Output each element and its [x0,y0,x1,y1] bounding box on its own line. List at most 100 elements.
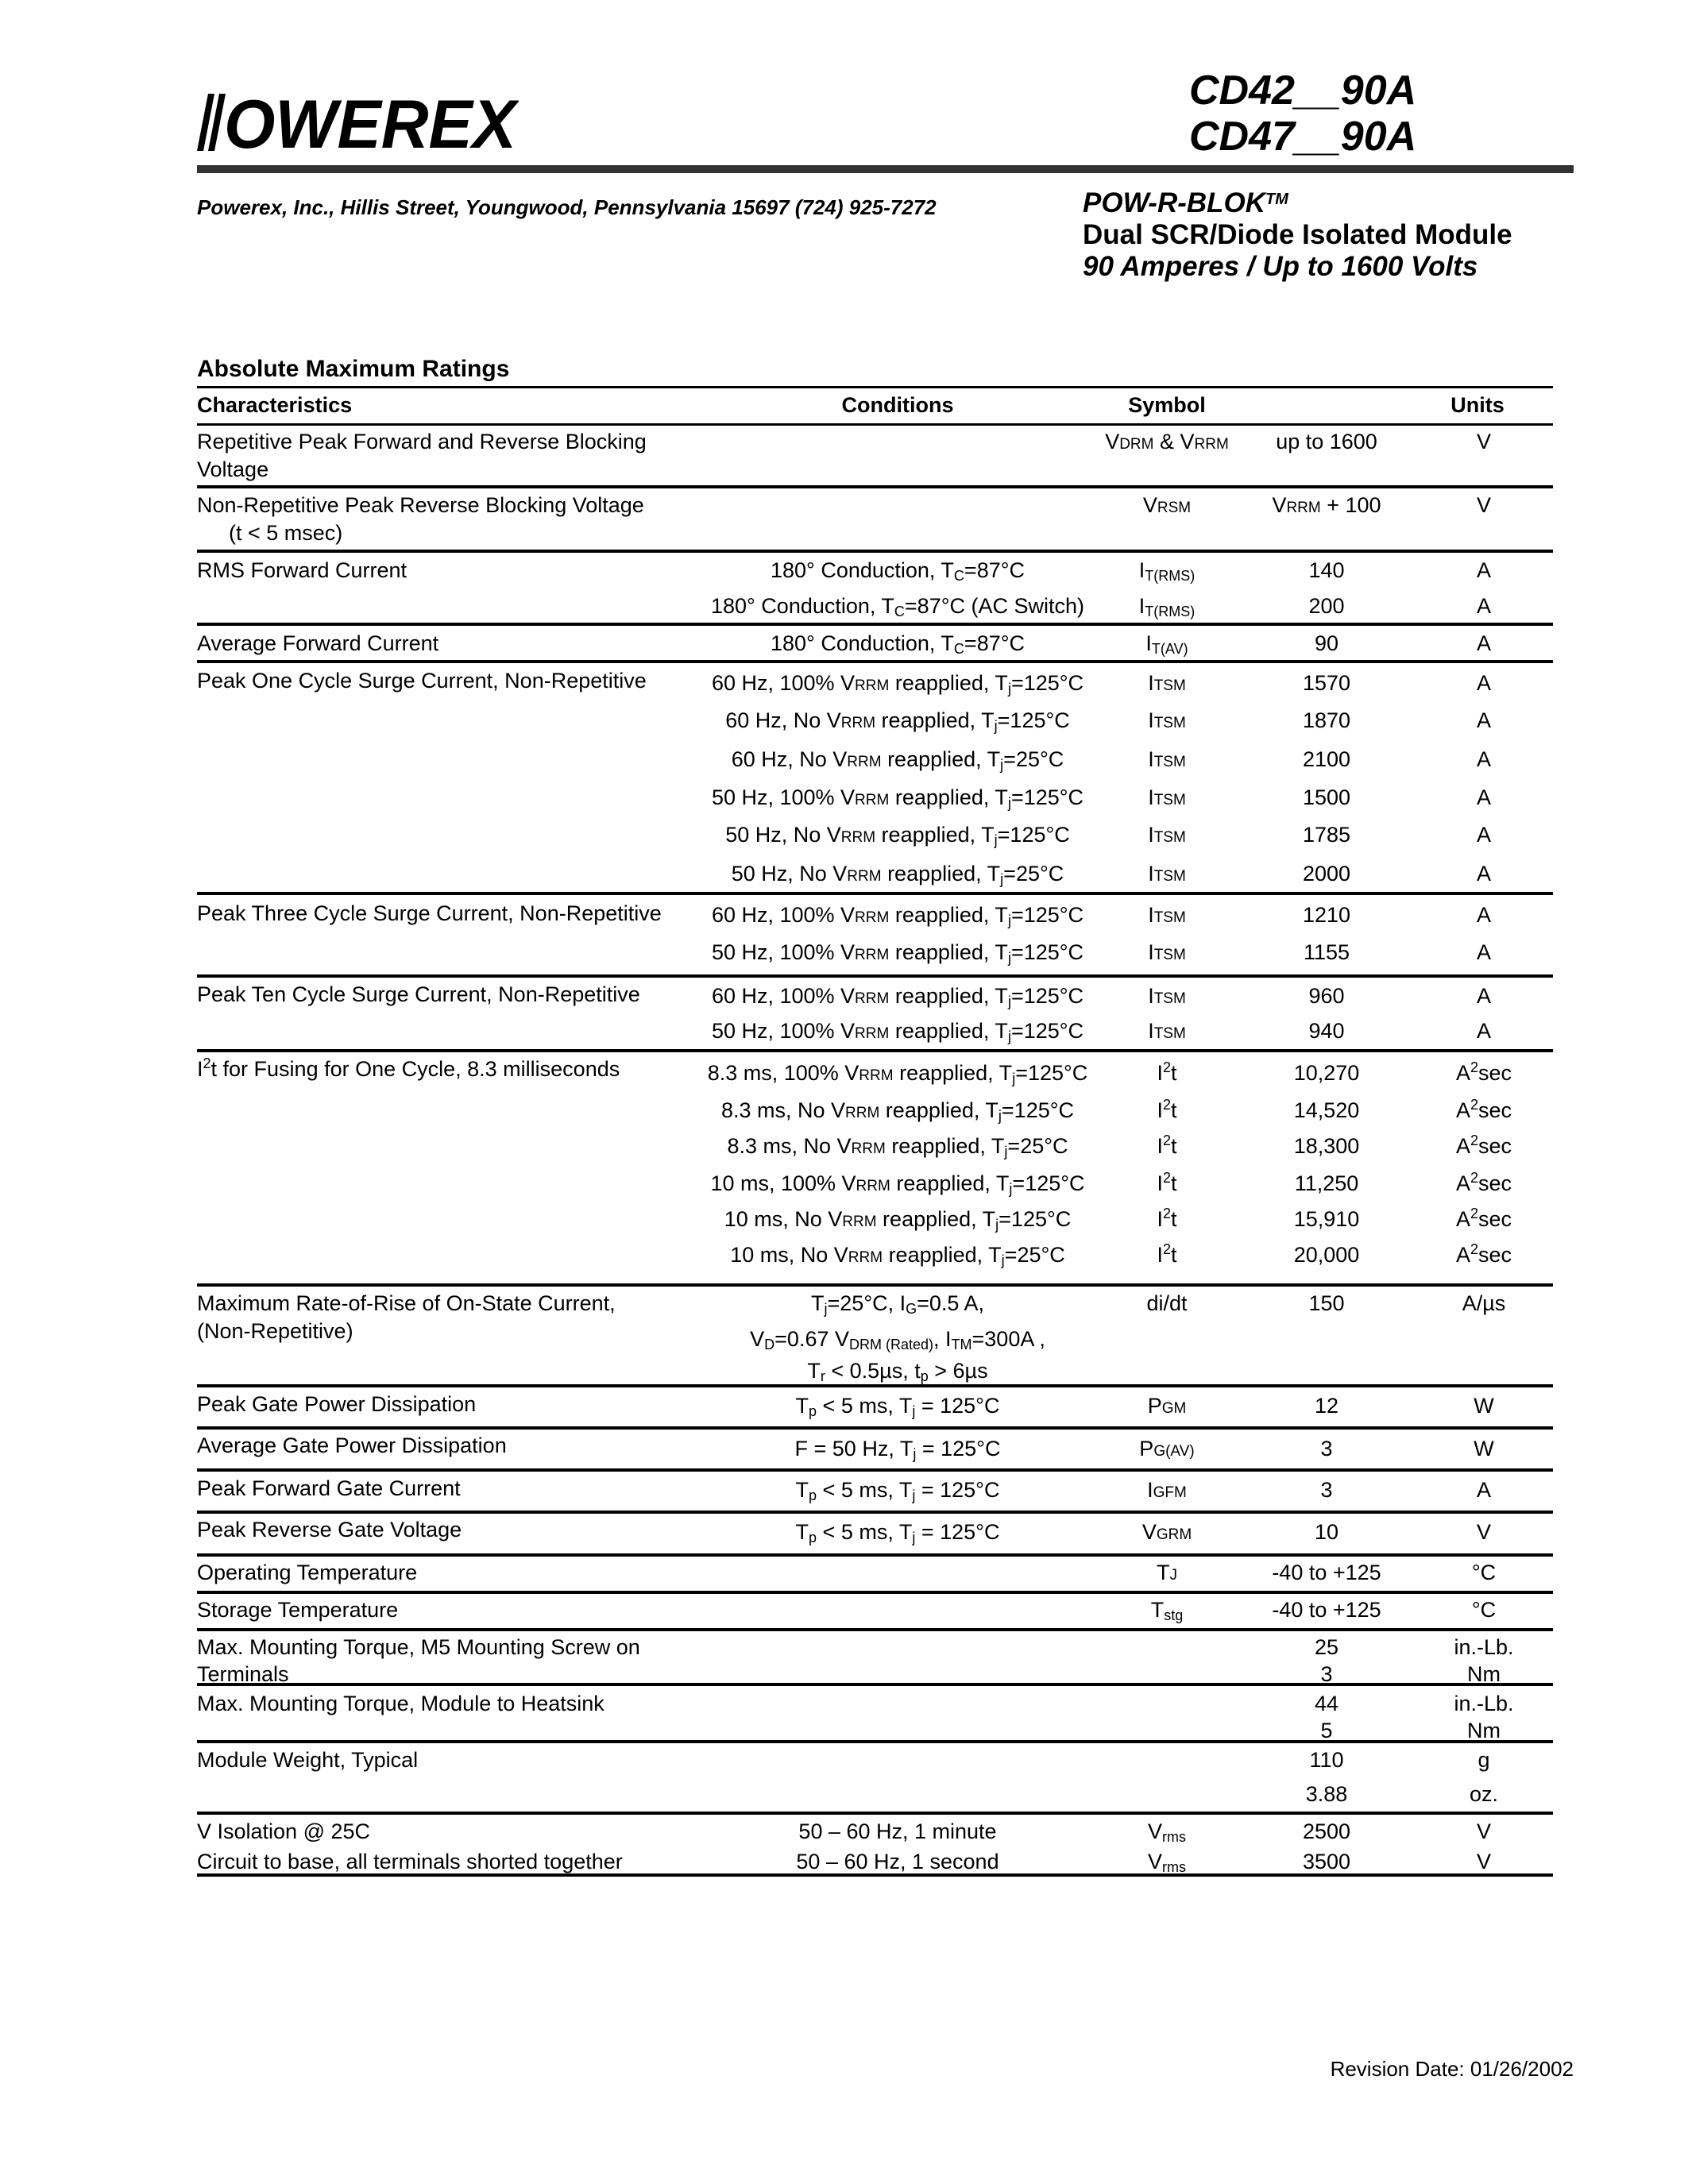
subscript-label: RRM [840,829,876,847]
value: VRRM + 100 [1272,492,1381,521]
text-part: =87°C [964,558,1026,582]
text-part: reapplied, T [875,823,995,847]
characteristic-label: Module Weight, Typical [197,1747,419,1772]
value: 3500 [1302,1850,1351,1874]
subscript: j [1007,795,1011,812]
text-part: 10 ms, 100% V [710,1171,856,1196]
superscript: 2 [1162,1170,1172,1187]
header-units: Units [1450,393,1505,417]
unit: W [1474,1436,1494,1461]
product-name: POW-R-BLOKTM [1083,187,1512,219]
text-part: reapplied, T [889,671,1008,696]
condition: 8.3 ms, No VRRM reapplied, Tj=25°C [727,1133,1068,1162]
text-part: = 125°C [916,1436,1001,1461]
text-part: I [1148,902,1154,927]
text-part: reapplied, T [881,861,1001,886]
row-rule [197,891,1553,895]
subscript: j [998,1108,1002,1125]
symbol: ITSM [1148,708,1186,736]
text-part: I [1157,1207,1163,1232]
condition: 50 – 60 Hz, 1 second [796,1849,999,1874]
superscript: 2 [1162,1241,1172,1258]
subscript-label: RSM [1157,500,1192,517]
characteristic-label: (t < 5 msec) [229,520,343,545]
subscript: C [953,640,964,657]
unit: g [1477,1747,1490,1772]
value: 1570 [1302,671,1351,696]
value: up to 1600 [1276,430,1377,454]
value: 3 [1320,1662,1333,1687]
text-part: = 125°C [915,1393,1000,1418]
condition: 60 Hz, 100% VRRM reapplied, Tj=125°C [712,983,1083,1012]
text-part: 60 Hz, 100% V [711,902,856,927]
text-part: I [1148,940,1154,964]
text-part: =87°C [964,631,1026,655]
text-part: < 5 ms, T [817,1393,913,1418]
value: 14,520 [1293,1098,1360,1123]
condition: Tp < 5 ms, Tj = 125°C [796,1519,1000,1545]
symbol: IT(AV) [1145,631,1188,656]
text-part: V [750,1327,765,1352]
row-rule [197,623,1553,627]
characteristic-label: (Non-Repetitive) [197,1318,353,1343]
condition: 10 ms, No VRRM reapplied, Tj=125°C [724,1206,1072,1235]
text-part: A [1455,1243,1470,1268]
text-part: + 100 [1320,493,1381,518]
unit: Nm [1467,1662,1501,1687]
text-part: I [1148,823,1154,847]
row-rule [197,1383,1553,1387]
symbol: ITSM [1148,983,1186,1012]
condition: 60 Hz, 100% VRRM reapplied, Tj=125°C [712,902,1083,931]
text-part: reapplied, T [883,1243,1002,1268]
unit: A [1476,671,1492,696]
symbol: I2t [1157,1171,1176,1196]
row-rule [197,1873,1553,1877]
value: 1500 [1302,785,1351,810]
condition: 10 ms, No VRRM reapplied, Tj=25°C [730,1242,1065,1271]
subscript-label: RRM [856,1178,890,1195]
text-part: sec [1478,1243,1512,1268]
text-part: 50 Hz, No V [725,823,841,847]
text-part: V [1141,1520,1157,1545]
unit: V [1476,1520,1492,1545]
subscript-label: GFM [1153,1484,1187,1501]
text-part: F = 50 Hz, T [794,1436,914,1461]
symbol: ITSM [1148,747,1186,775]
condition: 50 Hz, 100% VRRM reapplied, Tj=125°C [712,940,1083,968]
unit: in.-Lb. [1454,1634,1514,1659]
subscript: D [764,1337,775,1353]
text-part: T [1157,1560,1170,1584]
value: 140 [1308,558,1345,582]
symbol: ITSM [1148,861,1186,889]
row-rule [197,1048,1553,1052]
value: 110 [1309,1747,1344,1772]
subscript: j [912,1403,916,1419]
subscript-label: TSM [1153,867,1186,885]
text-part: reapplied, T [890,1171,1010,1196]
part-number-1: CD42__90A [1189,68,1417,114]
characteristic-label: Terminals [197,1662,289,1687]
text-part: 60 Hz, No V [725,708,841,732]
symbol: PG(AV) [1139,1436,1194,1464]
value: 20,000 [1293,1243,1360,1268]
value: 150 [1308,1291,1345,1316]
text-part: =25°C [1007,1134,1068,1159]
text-part: 50 Hz, 100% V [711,785,856,810]
revision-date: Revision Date: 01/26/2002 [1330,2057,1574,2081]
row-rule [197,1591,1553,1595]
unit: oz. [1469,1782,1499,1807]
text-part: =125°C [1010,902,1084,927]
text-part: & V [1153,430,1195,454]
characteristic-label: Peak Ten Cycle Surge Current, Non-Repeti… [197,982,640,1007]
text-part: T [795,1393,809,1418]
symbol: VDRM & VRRM [1105,429,1229,457]
subscript: j [912,1530,916,1546]
text-part: =300A , [971,1327,1045,1352]
text-part: I [1148,861,1154,886]
product-name-text: POW-R-BLOK [1083,187,1266,218]
text-part: =25°C [1003,861,1064,886]
value: 3 [1320,1477,1333,1502]
subscript: C [953,567,964,584]
text-part: =125°C [1001,1098,1075,1123]
subscript: j [912,1487,916,1503]
